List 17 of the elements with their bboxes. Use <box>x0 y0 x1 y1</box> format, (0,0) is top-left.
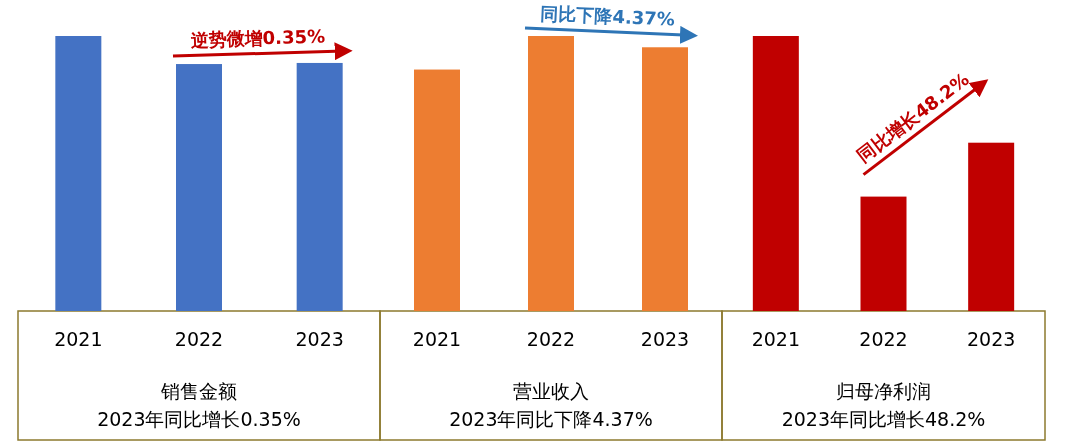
x-tick-label: 2023 <box>966 328 1016 350</box>
x-tick-label: 2021 <box>412 328 462 350</box>
x-tick-label: 2023 <box>640 328 690 350</box>
text: 同比下降4.37% <box>540 2 676 30</box>
x-tick-label: 2022 <box>174 328 224 350</box>
text: 2023年同比增长0.35% <box>97 408 301 430</box>
x-tick-label: 2021 <box>751 328 801 350</box>
text: 2023年同比增长48.2% <box>781 408 986 430</box>
text: 销售金额 <box>160 380 237 402</box>
text: 营业收入 <box>513 380 589 402</box>
x-tick-label: 2023 <box>295 328 344 350</box>
text: 2023年同比下降4.37% <box>449 408 653 430</box>
text: 归母净利润 <box>836 380 931 402</box>
annotation: 逆势微增0.35% <box>189 25 326 51</box>
x-tick-label: 2021 <box>54 328 103 350</box>
x-tick-label: 2022 <box>859 328 908 350</box>
x-tick-label: 2022 <box>526 328 576 350</box>
